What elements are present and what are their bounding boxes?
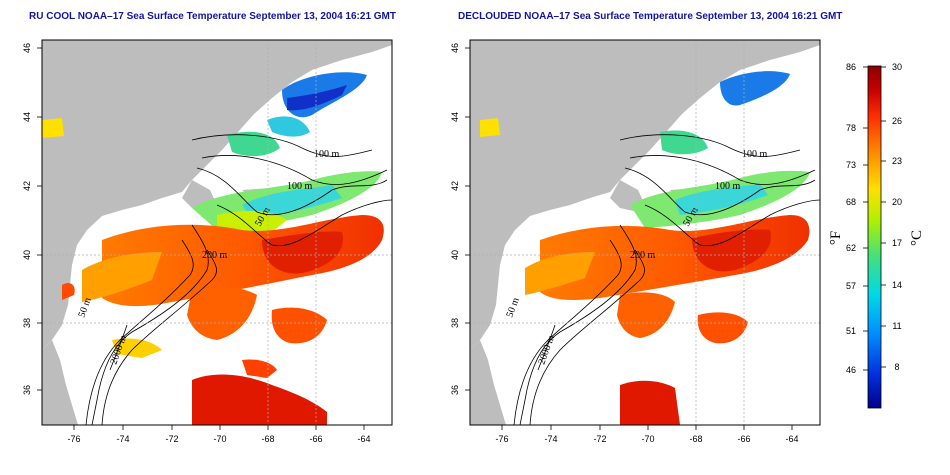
- colorbar-gradient: [867, 65, 882, 409]
- celsius-tick-label: 23: [892, 156, 902, 166]
- y-tick-label: 46: [450, 43, 460, 53]
- contour-label-100m: 100 m: [715, 181, 741, 192]
- left-y-ticks: [37, 47, 42, 391]
- contour-label-100m: 100 m: [287, 181, 313, 192]
- left-map-panel: 100 m 100 m 50 m 200 m 50 m 2000 m: [22, 39, 393, 444]
- y-tick-label: 36: [450, 385, 460, 395]
- contour-label-100m-north: 100 m: [314, 149, 340, 160]
- fahrenheit-tick-label: 73: [846, 160, 856, 170]
- y-tick-label: 46: [22, 43, 32, 53]
- fahrenheit-unit-label: °F: [828, 231, 844, 245]
- x-tick-label: -76: [495, 434, 508, 444]
- celsius-tick-label: 8: [894, 362, 899, 372]
- fahrenheit-tick-label: 78: [846, 123, 856, 133]
- left-x-tick-labels: -76 -74 -72 -70 -68 -66 -64: [67, 434, 370, 444]
- x-tick-label: -66: [309, 434, 322, 444]
- fahrenheit-tick-label: 68: [846, 197, 856, 207]
- y-tick-label: 38: [22, 318, 32, 328]
- celsius-unit-label: °C: [909, 230, 925, 246]
- fahrenheit-tick-label: 86: [846, 62, 856, 72]
- y-tick-label: 42: [450, 181, 460, 191]
- right-sst-field: [480, 71, 810, 425]
- celsius-tick-label: 20: [892, 197, 902, 207]
- y-tick-label: 42: [22, 181, 32, 191]
- right-plot-frame: [469, 39, 821, 426]
- x-tick-label: -72: [165, 434, 178, 444]
- colorbar: 86 78 73 68 62 57 51 46 30 26 23 20 17 1…: [828, 62, 925, 409]
- x-tick-label: -74: [116, 434, 129, 444]
- right-y-ticks: [465, 47, 470, 391]
- fahrenheit-tick-label: 57: [846, 281, 856, 291]
- fahrenheit-tick-labels: 86 78 73 68 62 57 51 46: [846, 62, 856, 375]
- left-plot-frame: [41, 39, 393, 426]
- contour-label-200m: 200 m: [202, 250, 228, 261]
- colorbar-ticks: [863, 66, 886, 371]
- x-tick-label: -70: [213, 434, 226, 444]
- right-map-panel: 100 m 100 m 50 m 200 m 50 m 2000 m: [450, 39, 821, 444]
- fahrenheit-tick-label: 62: [846, 243, 856, 253]
- celsius-tick-label: 17: [892, 238, 902, 248]
- fahrenheit-tick-label: 51: [846, 326, 856, 336]
- left-y-tick-labels: 36 38 40 42 44 46: [22, 43, 32, 395]
- y-tick-label: 40: [22, 250, 32, 260]
- right-panel-title: DECLOUDED NOAA–17 Sea Surface Temperatur…: [458, 11, 843, 22]
- contour-label-200m: 200 m: [630, 250, 656, 261]
- y-tick-label: 38: [450, 318, 460, 328]
- right-x-tick-labels: -76 -74 -72 -70 -68 -66 -64: [495, 434, 798, 444]
- contour-label-100m-north: 100 m: [742, 149, 768, 160]
- celsius-tick-label: 14: [892, 280, 902, 290]
- y-tick-label: 40: [450, 250, 460, 260]
- x-tick-label: -72: [593, 434, 606, 444]
- left-panel-title: RU COOL NOAA–17 Sea Surface Temperature …: [29, 11, 396, 22]
- right-gridlines: [470, 40, 820, 425]
- right-y-tick-labels: 36 38 40 42 44 46: [450, 43, 460, 395]
- x-tick-label: -66: [737, 434, 750, 444]
- y-tick-label: 44: [22, 112, 32, 122]
- celsius-tick-labels: 30 26 23 20 17 14 11 8: [892, 62, 902, 372]
- celsius-tick-label: 11: [892, 321, 901, 331]
- x-tick-label: -64: [357, 434, 370, 444]
- left-gridlines: [42, 40, 392, 425]
- fahrenheit-tick-label: 46: [846, 365, 856, 375]
- x-tick-label: -64: [785, 434, 798, 444]
- celsius-tick-label: 26: [892, 116, 902, 126]
- x-tick-label: -68: [689, 434, 702, 444]
- x-tick-label: -76: [67, 434, 80, 444]
- y-tick-label: 44: [450, 112, 460, 122]
- celsius-tick-label: 30: [892, 62, 902, 72]
- left-x-ticks: [73, 425, 365, 430]
- x-tick-label: -70: [641, 434, 654, 444]
- y-tick-label: 36: [22, 385, 32, 395]
- x-tick-label: -68: [261, 434, 274, 444]
- x-tick-label: -74: [544, 434, 557, 444]
- right-x-ticks: [501, 425, 793, 430]
